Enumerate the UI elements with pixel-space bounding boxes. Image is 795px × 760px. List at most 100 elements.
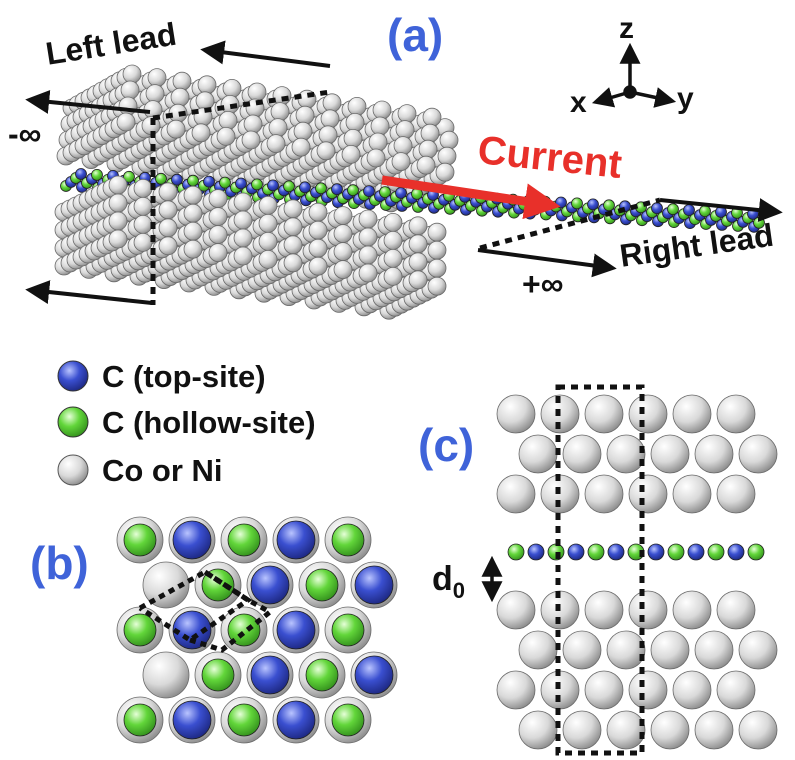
metal-atom <box>218 111 238 130</box>
carbon-atom <box>571 197 583 210</box>
metal-atom <box>427 240 447 260</box>
legend-marker-top-site <box>57 360 89 392</box>
metal-atom <box>427 276 447 296</box>
coordinate-axes <box>591 42 677 108</box>
metal-atom <box>496 590 536 630</box>
carbon-atom <box>123 170 135 183</box>
metal-atom <box>116 112 136 132</box>
carbon-atom <box>507 543 525 561</box>
carbon-top-site-atom <box>172 520 212 560</box>
panel-label-b: (b) <box>30 537 89 589</box>
metal-atom <box>291 137 311 157</box>
legend-label-metal: Co or Ni <box>102 453 223 488</box>
metal-atom <box>208 243 228 263</box>
arrow-left-lead-top <box>200 40 331 68</box>
carbon-atom <box>603 199 615 212</box>
panel-label-c: (c) <box>418 419 475 471</box>
metal-atom <box>518 710 558 750</box>
metal-atom <box>197 75 217 95</box>
carbon-atom <box>587 198 599 211</box>
supercell-boundary-a <box>150 89 661 305</box>
metal-atom <box>358 209 378 229</box>
panel-label-a: (a) <box>387 9 444 61</box>
carbon-atom <box>331 183 343 196</box>
metal-atom <box>166 119 186 139</box>
d0-subscript: 0 <box>452 577 466 603</box>
carbon-hollow-site-atom <box>123 613 157 647</box>
metal-atom <box>308 202 328 222</box>
metal-atom <box>333 206 353 226</box>
metal-atom <box>283 217 303 237</box>
metal-atom <box>496 670 536 710</box>
carbon-top-site-atom <box>354 655 394 695</box>
plus-infinity-label: +∞ <box>522 266 564 302</box>
metal-atom <box>142 561 190 609</box>
legend-label-hollow-site: C (hollow-site) <box>102 405 316 440</box>
metal-atom <box>316 141 336 161</box>
metal-atom <box>208 207 228 227</box>
metal-atom <box>716 590 756 630</box>
metal-atom <box>496 474 536 514</box>
metal-atom <box>716 394 756 434</box>
metal-atom <box>195 91 215 111</box>
metal-atom <box>518 434 558 474</box>
metal-atom <box>408 234 428 254</box>
carbon-atom <box>587 543 605 561</box>
unit-cell-outline-b <box>138 569 272 653</box>
metal-atom <box>216 126 236 146</box>
metal-atom <box>258 249 278 269</box>
metal-atom <box>383 248 403 268</box>
metal-atom <box>172 71 192 91</box>
metal-atom <box>358 227 378 247</box>
metal-atom <box>606 630 646 670</box>
metal-atom <box>427 222 447 242</box>
metal-atom <box>208 225 228 245</box>
arrow-plus-infinity <box>477 248 617 278</box>
carbon-atom <box>567 543 585 561</box>
carbon-top-site-atom <box>276 700 316 740</box>
metal-atom <box>408 270 428 290</box>
legend-marker-metal <box>57 454 89 486</box>
metal-atom <box>133 196 153 216</box>
carbon-hollow-site-atom <box>201 658 235 692</box>
metal-atom <box>584 590 624 630</box>
carbon-top-site-atom <box>276 610 316 650</box>
metal-atom <box>418 139 438 159</box>
carbon-atom <box>75 168 87 180</box>
carbon-top-site-atom <box>172 700 212 740</box>
metal-atom <box>383 230 403 250</box>
metal-atom <box>672 670 712 710</box>
metal-atom <box>333 260 353 280</box>
metal-atom <box>358 263 378 283</box>
carbon-atom <box>235 177 247 190</box>
metal-atom <box>395 120 415 140</box>
metal-atom <box>672 474 712 514</box>
metal-atom <box>358 245 378 265</box>
arrow-minus-infinity-upper <box>25 89 151 114</box>
metal-atom <box>540 670 580 710</box>
metal-atom <box>496 394 536 434</box>
carbon-atom <box>171 173 183 186</box>
carbon-atom <box>315 182 327 195</box>
metal-atom <box>738 434 778 474</box>
carbon-top-site-atom <box>276 520 316 560</box>
z-axis-label: z <box>619 12 634 45</box>
carbon-atom <box>219 176 231 189</box>
d0-symbol: d <box>432 560 453 598</box>
carbon-atom <box>203 175 215 188</box>
metal-atom <box>320 109 340 129</box>
metal-atom <box>370 116 390 136</box>
metal-atom <box>672 590 712 630</box>
metal-atom <box>562 630 602 670</box>
metal-atom <box>518 630 558 670</box>
metal-atom <box>183 185 203 205</box>
metal-atom <box>158 182 178 202</box>
metal-atom <box>383 266 403 286</box>
metal-atom <box>208 189 228 209</box>
metal-atom <box>672 394 712 434</box>
metal-atom <box>108 211 128 231</box>
carbon-atom <box>251 178 263 191</box>
carbon-atom <box>607 543 625 561</box>
metal-atom <box>283 253 303 273</box>
metal-atom <box>283 199 303 219</box>
